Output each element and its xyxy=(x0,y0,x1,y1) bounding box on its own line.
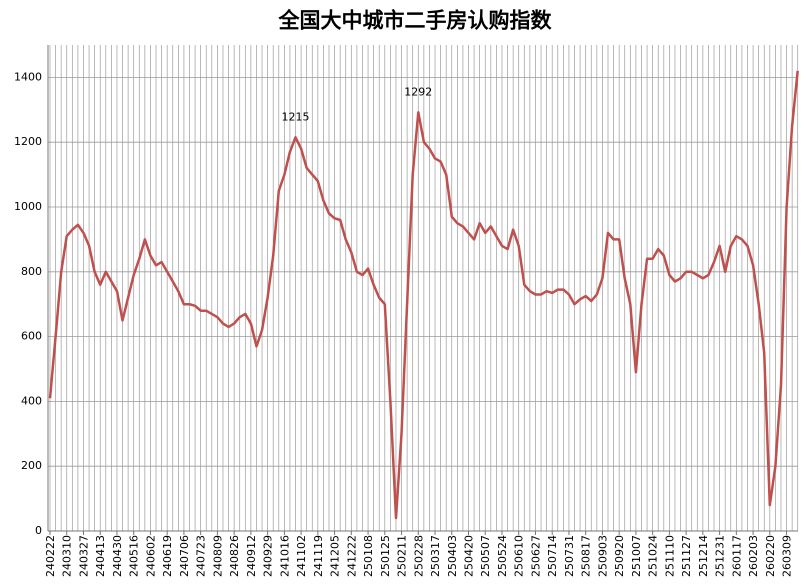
x-tick-label: 250228 xyxy=(412,535,425,577)
x-tick-label: 250524 xyxy=(496,535,509,577)
x-tick-label: 240430 xyxy=(111,535,124,577)
y-tick-label: 1000 xyxy=(14,200,42,213)
x-tick-label: 240912 xyxy=(245,535,258,577)
x-tick-label: 250125 xyxy=(379,535,392,577)
x-tick-label: 240826 xyxy=(228,535,241,577)
x-tick-label: 240706 xyxy=(178,535,191,577)
x-tick-label: 250731 xyxy=(563,535,576,577)
x-tick-label: 250627 xyxy=(529,535,542,577)
x-tick-label: 251127 xyxy=(680,535,693,577)
x-tick-label: 251007 xyxy=(630,535,643,577)
x-tick-label: 250920 xyxy=(613,535,626,577)
x-tick-label: 241205 xyxy=(329,535,342,577)
x-tick-label: 240413 xyxy=(94,535,107,577)
x-tick-label: 250714 xyxy=(546,535,559,577)
x-tick-label: 241016 xyxy=(278,535,291,577)
x-tick-label: 250108 xyxy=(362,535,375,577)
x-tick-label: 260203 xyxy=(747,535,760,577)
y-tick-label: 400 xyxy=(21,394,42,407)
x-tick-label: 240516 xyxy=(128,535,141,577)
x-tick-label: 251231 xyxy=(714,535,727,577)
x-tick-label: 260117 xyxy=(730,535,743,577)
x-tick-label: 251110 xyxy=(663,535,676,577)
x-tick-label: 250211 xyxy=(396,535,409,577)
x-tick-label: 260220 xyxy=(764,535,777,577)
x-tick-label: 240723 xyxy=(195,535,208,577)
x-tick-label: 251214 xyxy=(697,535,710,577)
y-tick-label: 1200 xyxy=(14,135,42,148)
data-label: 1292 xyxy=(404,85,432,98)
x-tick-label: 241222 xyxy=(345,535,358,577)
x-tick-label: 250903 xyxy=(596,535,609,577)
x-tick-label: 240310 xyxy=(61,535,74,577)
x-tick-label: 240602 xyxy=(144,535,157,577)
x-tick-label: 250317 xyxy=(429,535,442,577)
y-tick-label: 1400 xyxy=(14,70,42,83)
x-tick-label: 241119 xyxy=(312,535,325,577)
x-tick-label: 241102 xyxy=(295,535,308,577)
x-tick-label: 240619 xyxy=(161,535,174,577)
x-tick-label: 240222 xyxy=(44,535,57,577)
x-tick-label: 260309 xyxy=(781,535,794,577)
x-tick-label: 250420 xyxy=(463,535,476,577)
chart-title: 全国大中城市二手房认购指数 xyxy=(278,8,553,33)
y-tick-label: 200 xyxy=(21,459,42,472)
x-tick-label: 240327 xyxy=(77,535,90,577)
y-tick-label: 600 xyxy=(21,330,42,343)
x-tick-label: 251024 xyxy=(647,535,660,577)
y-tick-label: 0 xyxy=(35,524,42,537)
x-tick-label: 250610 xyxy=(513,535,526,577)
x-tick-label: 240929 xyxy=(262,535,275,577)
data-label: 1215 xyxy=(282,110,310,123)
line-series xyxy=(48,70,799,520)
x-tick-label: 250817 xyxy=(580,535,593,577)
y-tick-label: 800 xyxy=(21,265,42,278)
x-tick-label: 250507 xyxy=(479,535,492,577)
x-tick-label: 250403 xyxy=(446,535,459,577)
x-tick-label: 240809 xyxy=(211,535,224,577)
